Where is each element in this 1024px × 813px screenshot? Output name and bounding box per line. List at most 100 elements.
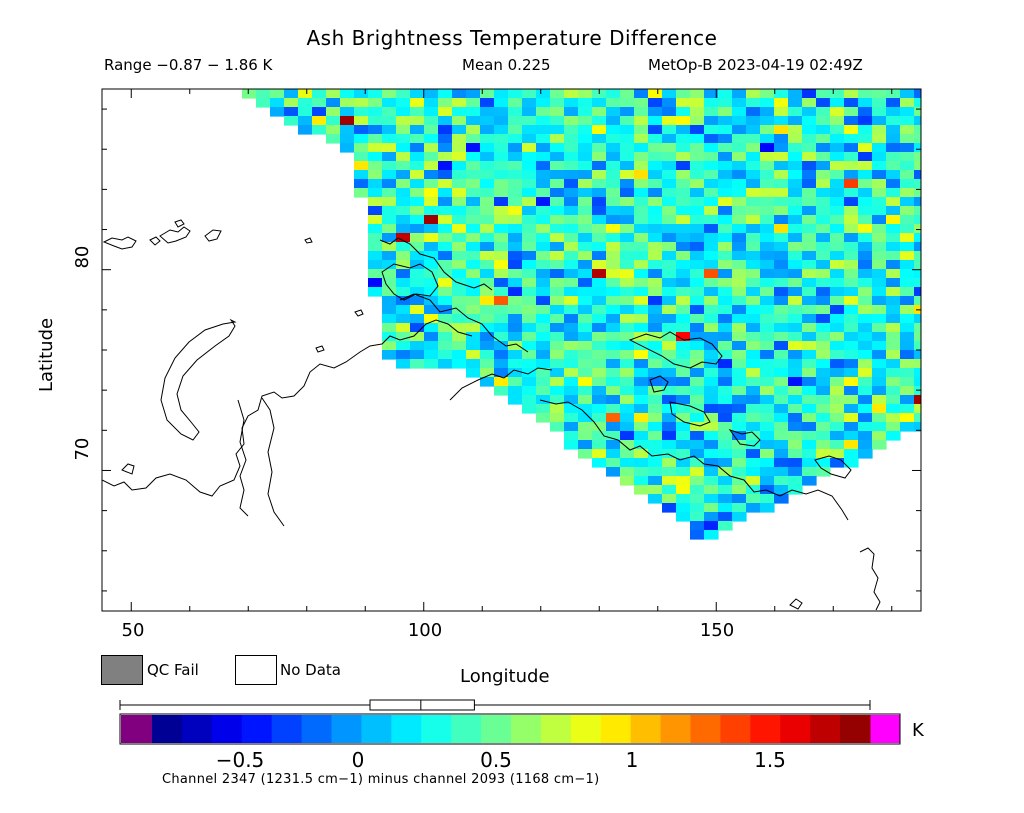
swath-cell [606,89,621,99]
swath-cell [522,143,537,153]
swath-cell [858,260,873,270]
swath-cell [844,233,859,243]
swath-cell [816,242,831,252]
swath-cell [746,494,761,504]
swath-cell [326,107,341,117]
swath-cell [452,224,467,234]
swath-cell [382,233,397,243]
swath-cell [746,413,761,423]
swath-cell [410,125,425,135]
swath-cell [858,332,873,342]
swath-cell [606,170,621,180]
swath-cell [592,242,607,252]
swath-cell [774,449,789,459]
swath-cell [886,359,901,369]
swath-cell [676,161,691,171]
swath-cell [564,197,579,207]
swath-cell [788,458,803,468]
swath-cell [564,233,579,243]
swath-cell [732,467,747,477]
swath-cell [522,269,537,279]
swath-cell [466,251,481,261]
swath-cell [396,296,411,306]
swath-cell [746,323,761,333]
swath-cell [676,242,691,252]
swath-cell [606,458,621,468]
swath-cell [774,476,789,486]
swath-cell [452,89,467,99]
swath-cell [872,368,887,378]
swath-cell [592,251,607,261]
swath-cell [802,260,817,270]
swath-cell [914,386,921,396]
swath-cell [466,179,481,189]
swath-cell [410,341,425,351]
swath-cell [494,233,509,243]
swath-cell [326,125,341,135]
swath-cell [900,404,915,414]
swath-cell [690,341,705,351]
swath-cell [634,350,649,360]
swath-cell [830,386,845,396]
swath-cell [326,116,341,126]
swath-cell [690,422,705,432]
swath-cell [522,395,537,405]
swath-cell [732,170,747,180]
swath-cell [424,278,439,288]
swath-cell [550,188,565,198]
swath-cell [648,179,663,189]
swath-cell [802,377,817,387]
swath-cell [424,179,439,189]
swath-cell [508,314,523,324]
swath-cell [704,278,719,288]
swath-cell [718,431,733,441]
swath-cell [578,116,593,126]
swath-cell [466,125,481,135]
swath-cell [746,188,761,198]
swath-cell [844,107,859,117]
swath-cell [396,89,411,99]
swath-cell [662,260,677,270]
swath-cell [774,161,789,171]
colorbar-segment [271,715,303,743]
swath-cell [536,413,551,423]
swath-cell [620,188,635,198]
swath-cell [578,152,593,162]
swath-cell [746,467,761,477]
swath-cell [886,224,901,234]
swath-cell [914,125,921,135]
swath-cell [816,278,831,288]
colorbar-segment [840,715,871,743]
swath-cell [788,233,803,243]
swath-cell [662,98,677,108]
colorbar-under [121,715,152,743]
swath-cell [550,287,565,297]
swath-cell [872,332,887,342]
swath-cell [326,89,341,99]
swath-cell [564,395,579,405]
swath-cell [634,467,649,477]
swath-cell [396,152,411,162]
swath-cell [774,224,789,234]
swath-cell [648,296,663,306]
swath-cell [606,107,621,117]
swath-cell [788,323,803,333]
swath-cell [802,179,817,189]
swath-cell [760,260,775,270]
swath-cell [858,278,873,288]
swath-cell [522,125,537,135]
swath-cell [718,197,733,207]
swath-cell [648,152,663,162]
swath-cell [704,107,719,117]
swath-cell [550,395,565,405]
swath-cell [830,359,845,369]
swath-cell [676,458,691,468]
swath-cell [452,260,467,270]
swath-cell [382,314,397,324]
swath-cell [550,152,565,162]
swath-cell [718,242,733,252]
swath-cell [648,242,663,252]
swath-cell [508,107,523,117]
swath-cell [858,206,873,216]
swath-cell [788,152,803,162]
